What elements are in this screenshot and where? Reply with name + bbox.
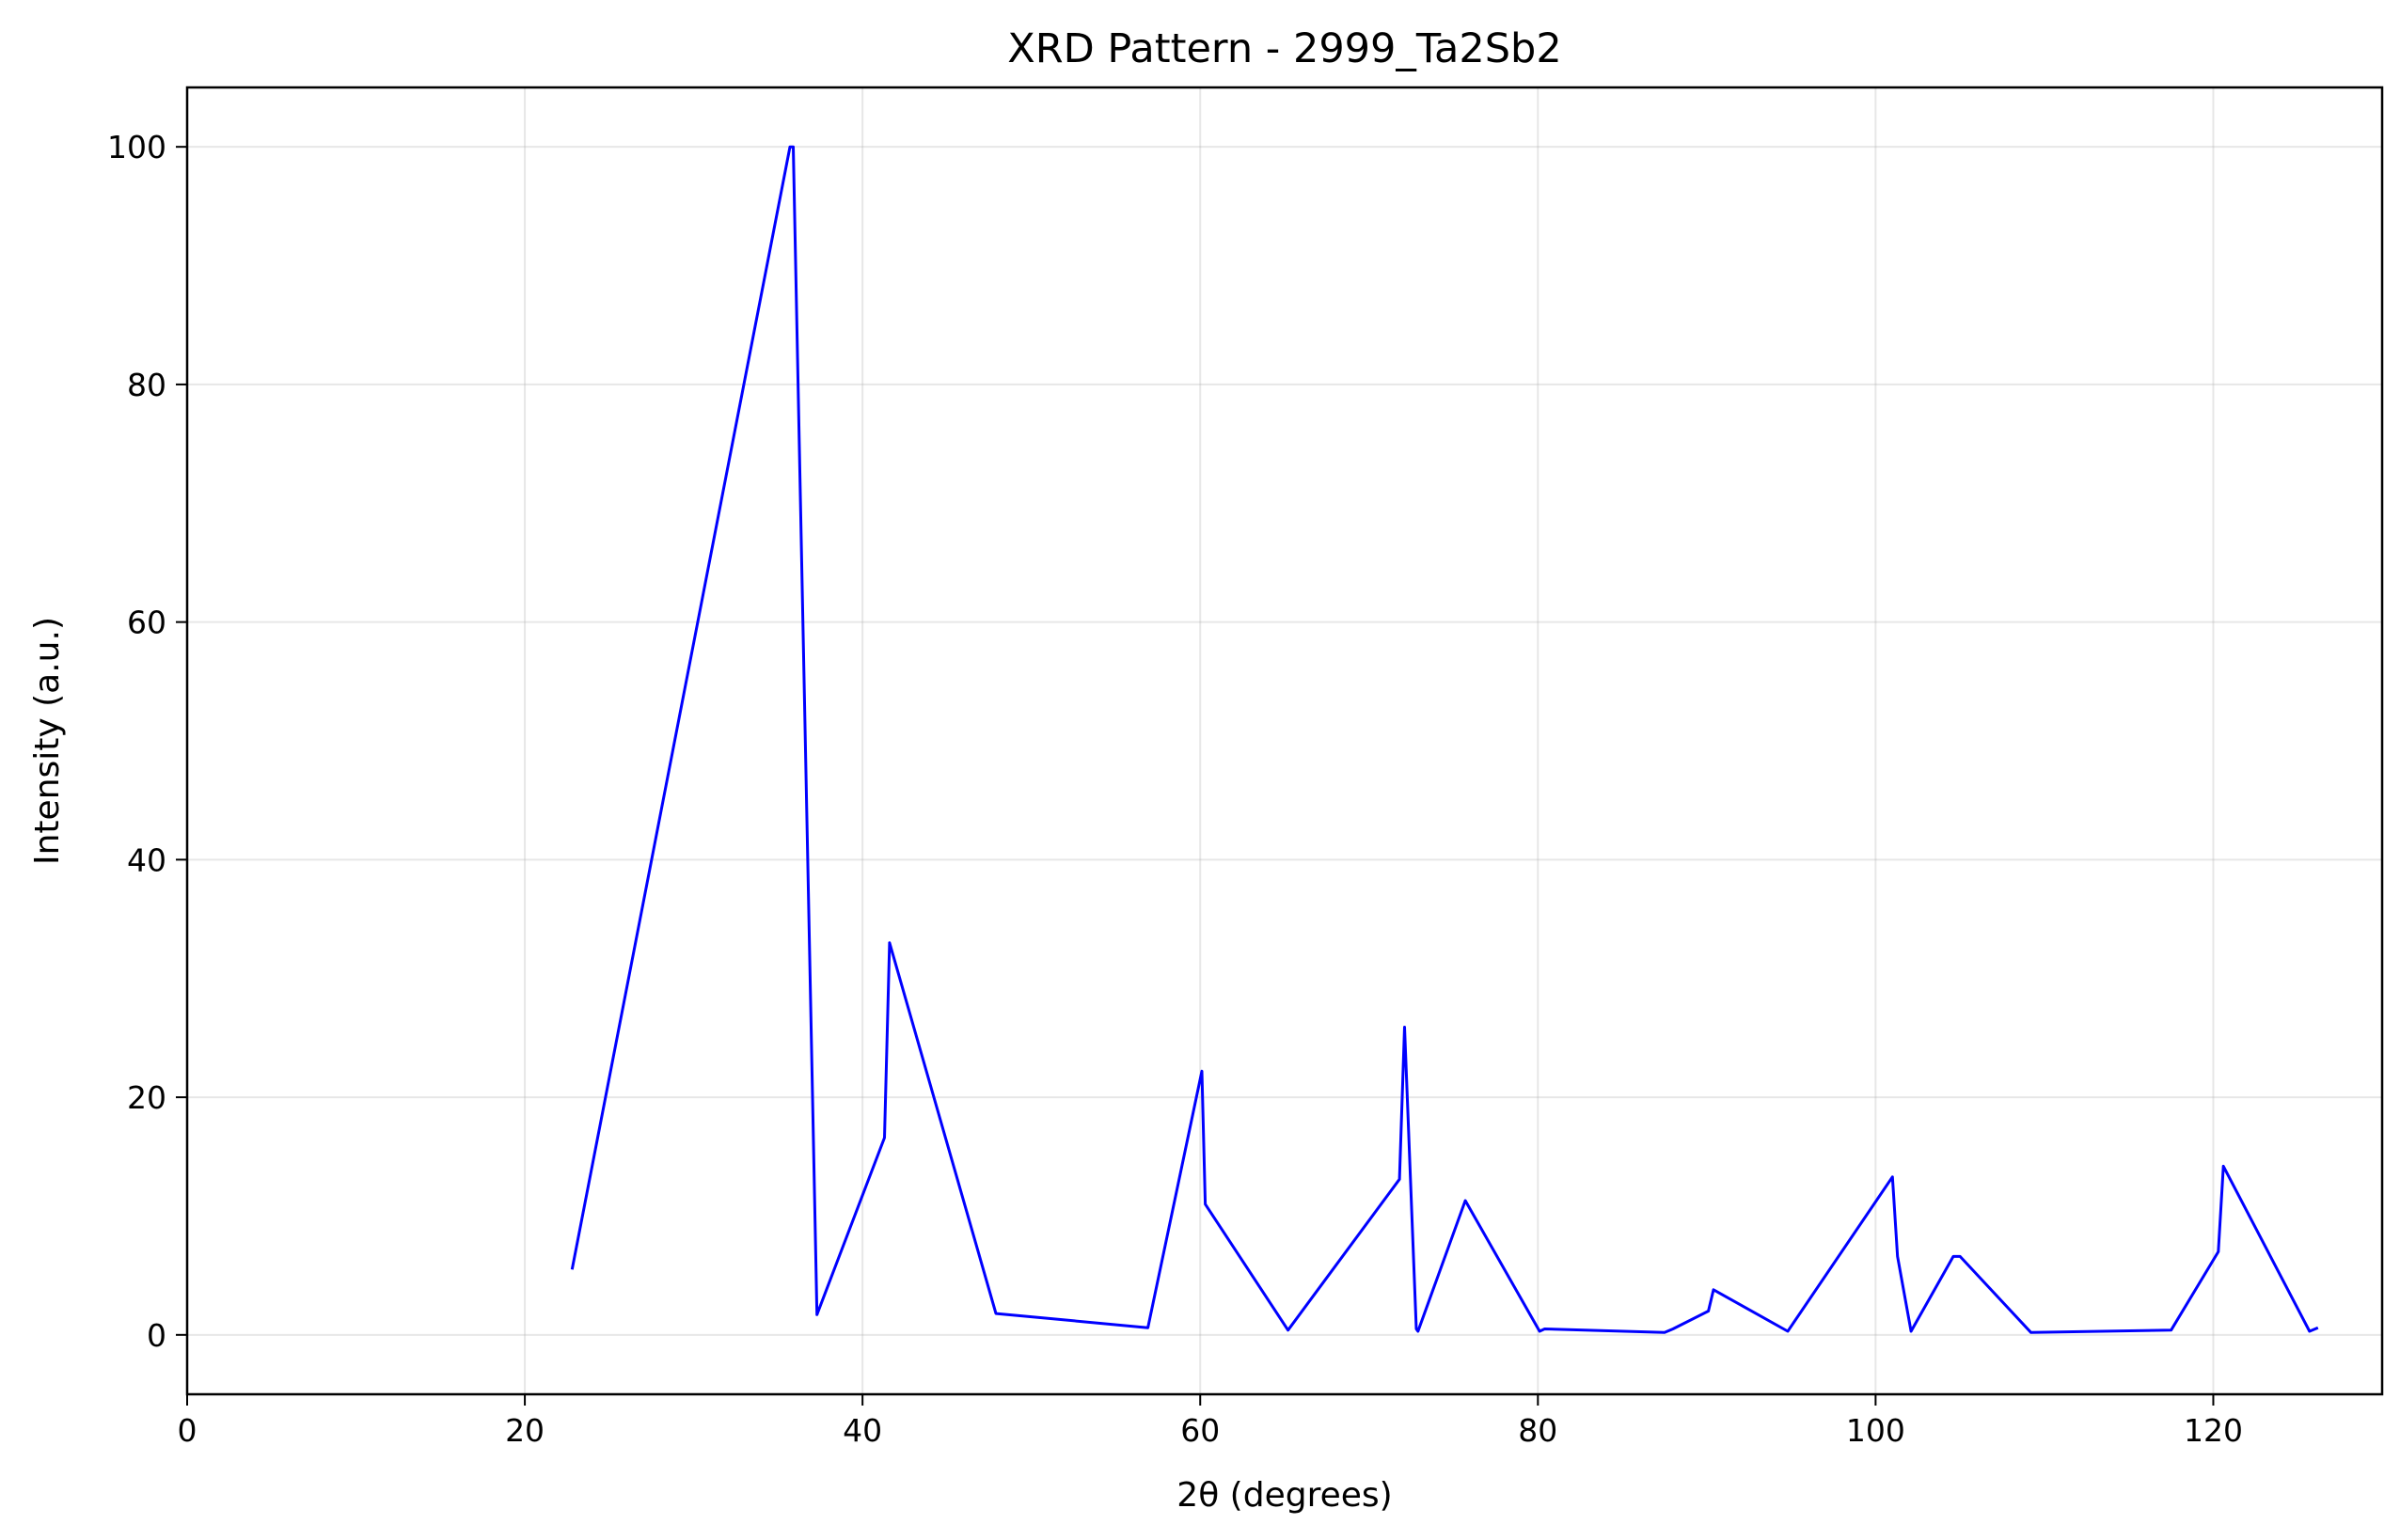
y-tick-label: 60 bbox=[127, 605, 166, 641]
x-axis-ticks: 0 20 40 60 80 100 120 bbox=[178, 1394, 2243, 1449]
plot-frame bbox=[185, 86, 2384, 1396]
x-tick-label: 0 bbox=[178, 1412, 197, 1449]
xrd-intensity-line bbox=[570, 145, 2319, 1334]
x-tick-label: 120 bbox=[2184, 1412, 2243, 1449]
chart-title: XRD Pattern - 2999_Ta2Sb2 bbox=[1007, 25, 1561, 72]
x-tick-label: 80 bbox=[1518, 1412, 1557, 1449]
y-tick-label: 20 bbox=[127, 1079, 166, 1116]
grid-lines bbox=[186, 87, 2382, 1394]
y-tick-label: 40 bbox=[127, 841, 166, 878]
x-tick-label: 20 bbox=[505, 1412, 545, 1449]
y-axis-ticks: 0 20 40 60 80 100 bbox=[107, 129, 187, 1354]
y-tick-label: 100 bbox=[107, 129, 166, 165]
y-tick-label: 80 bbox=[127, 367, 166, 403]
x-tick-label: 40 bbox=[843, 1412, 882, 1449]
data-series bbox=[570, 145, 2319, 1334]
x-tick-label: 100 bbox=[1846, 1412, 1905, 1449]
y-tick-label: 0 bbox=[147, 1317, 166, 1354]
x-axis-label: 2θ (degrees) bbox=[1176, 1476, 1392, 1515]
x-tick-label: 60 bbox=[1180, 1412, 1220, 1449]
y-axis-label: Intensity (a.u.) bbox=[28, 617, 67, 865]
